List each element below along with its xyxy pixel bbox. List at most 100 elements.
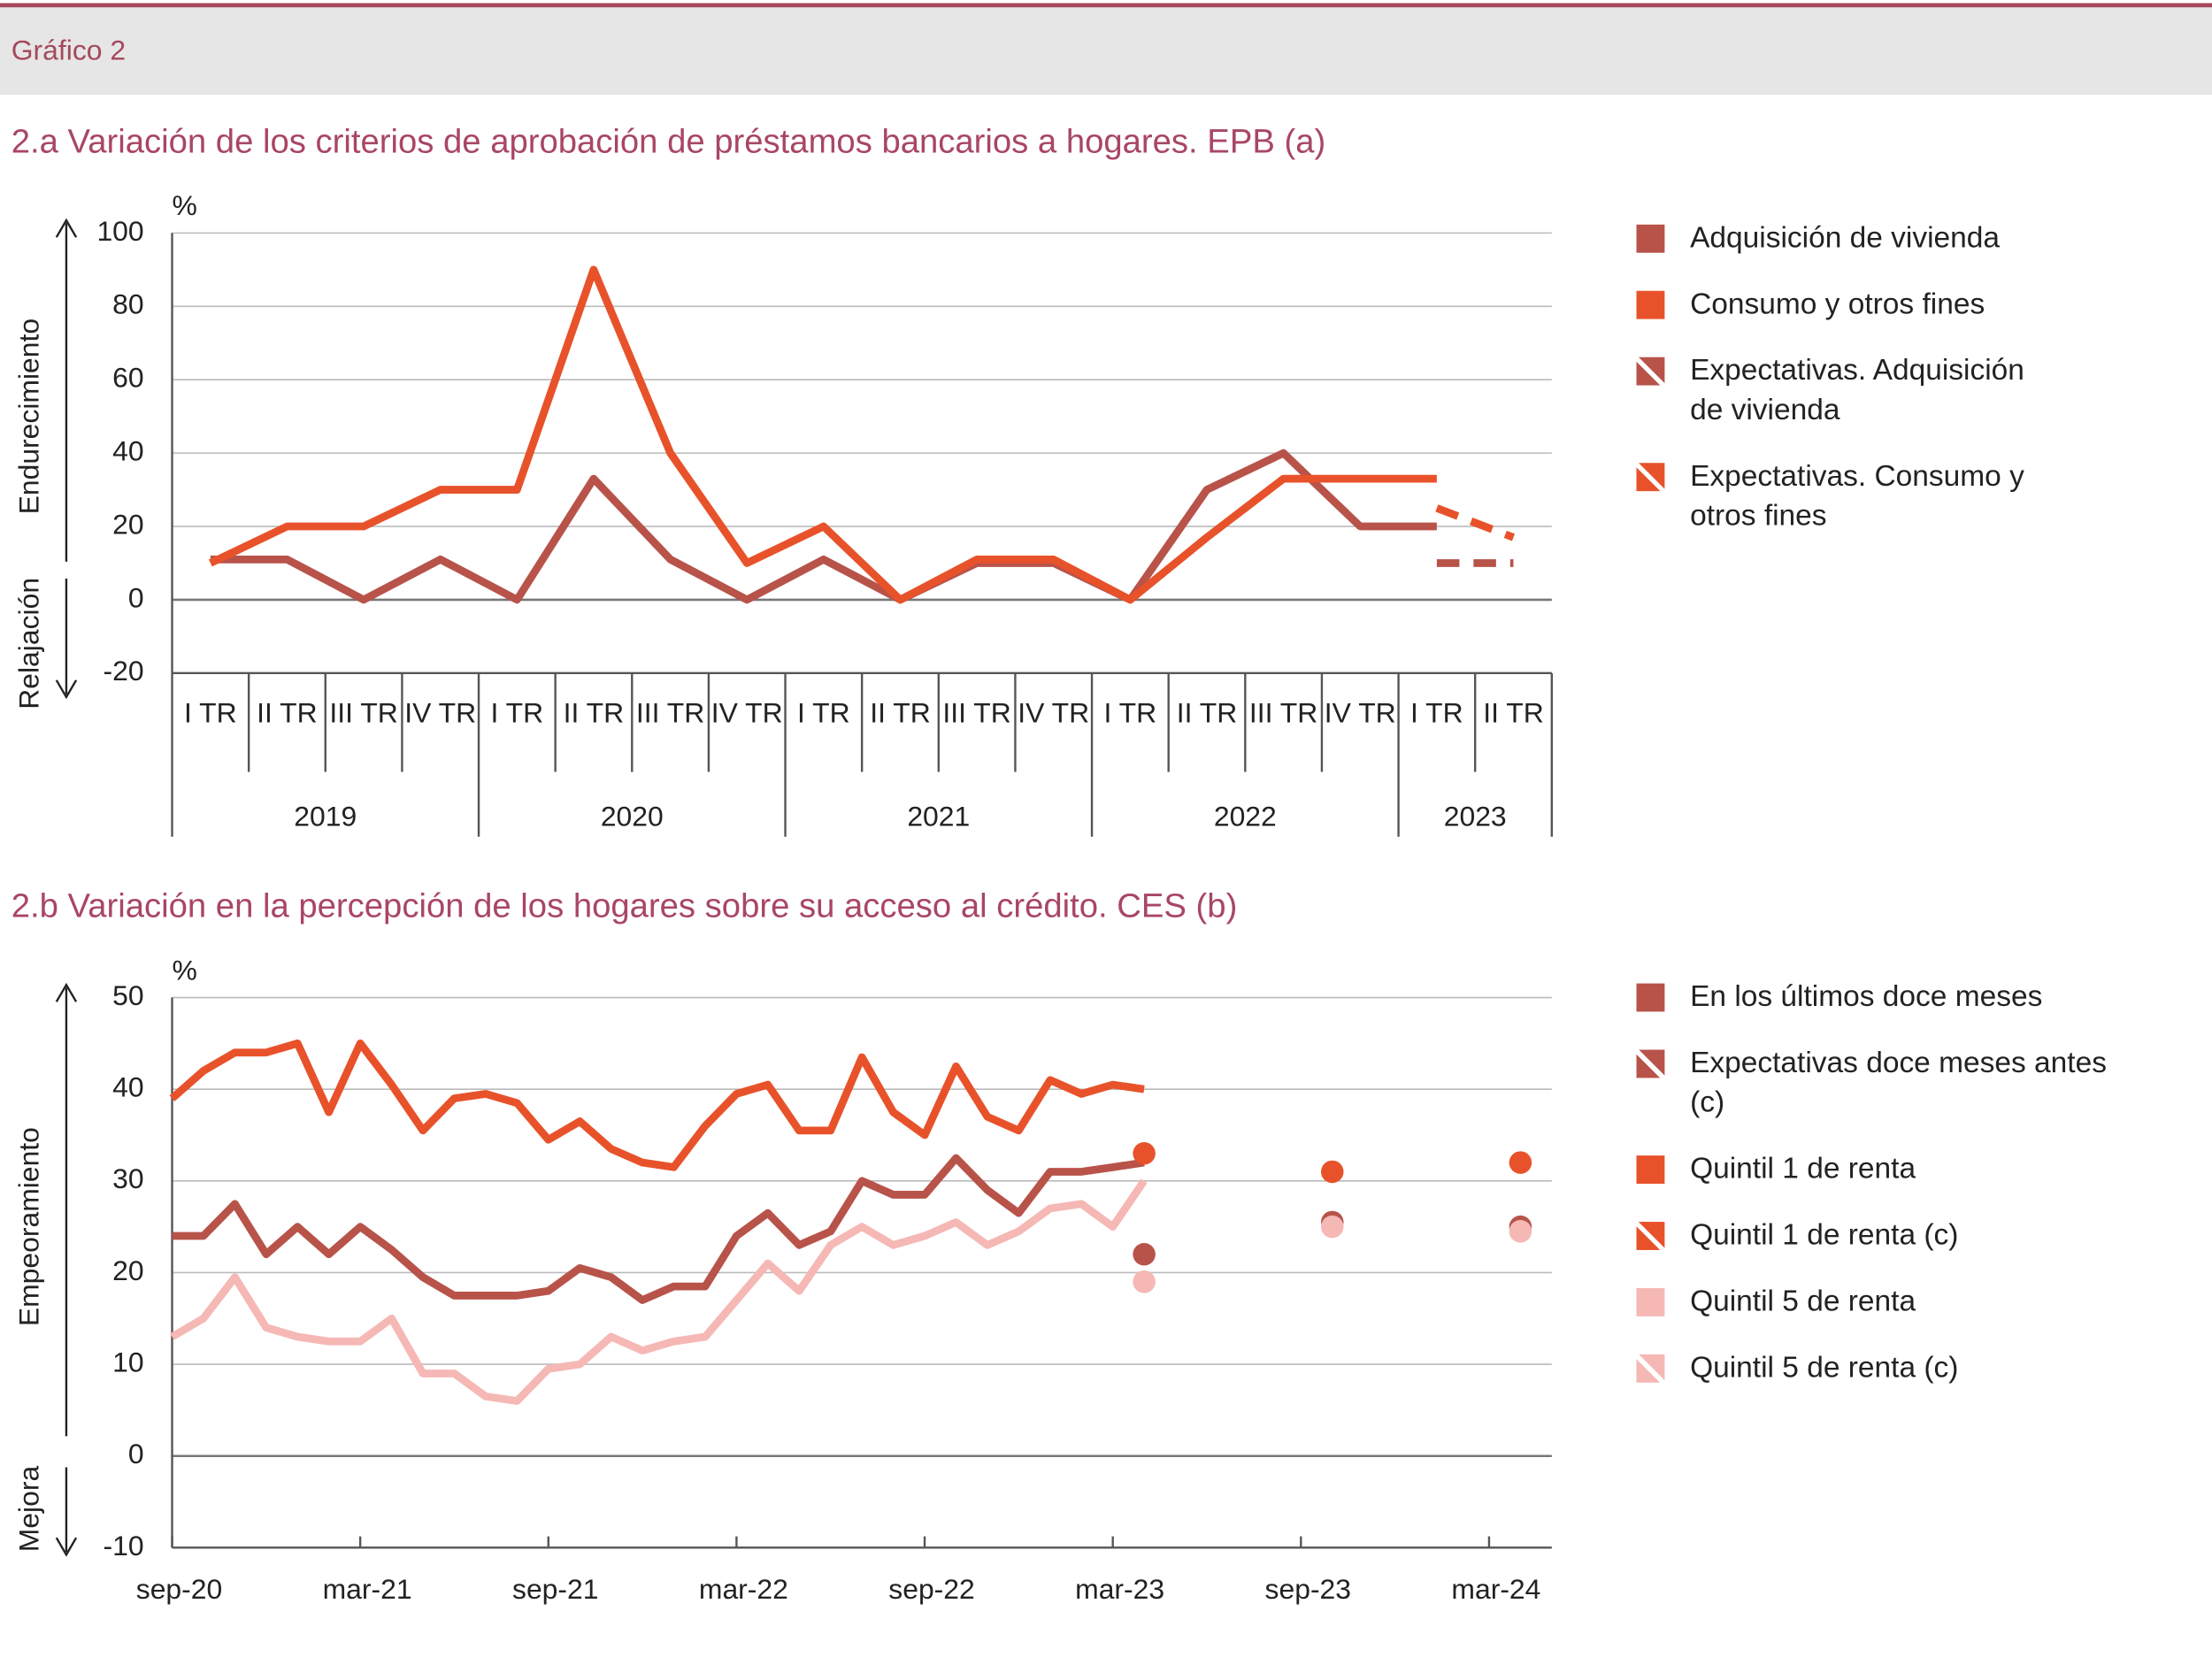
x-tick-label-box: II TR bbox=[563, 698, 625, 730]
legend-item: Adquisición de vivienda bbox=[1633, 219, 2035, 258]
y-tick-label: 10 bbox=[112, 1347, 143, 1378]
legend-box: Adquisición de vivienda Consumo y otros f… bbox=[1633, 219, 2035, 536]
x-tick-label-box: I TR bbox=[797, 699, 850, 730]
series-line bbox=[208, 265, 1437, 604]
x-tick-label: I TR bbox=[1410, 698, 1463, 730]
legend-item: Expectativas. Adquisición de vivienda bbox=[1633, 351, 2035, 430]
legend-marker bbox=[1636, 1222, 1665, 1250]
legend: En los últimos doce meses Expectativas do… bbox=[1633, 978, 2141, 1388]
y-tick-label: 80 bbox=[112, 288, 143, 320]
x-tick-label-box: II TR bbox=[1483, 698, 1544, 730]
legend-marker bbox=[1636, 290, 1665, 319]
x-tick-label: III TR bbox=[942, 698, 1011, 730]
legend-box: En los últimos doce meses Expectativas do… bbox=[1633, 978, 2141, 1388]
x-tick-label: II TR bbox=[1176, 698, 1238, 730]
legend-marker bbox=[1636, 1287, 1665, 1316]
legend-label: Quintil 1 de renta (c) bbox=[1690, 1218, 1959, 1252]
legend-marker bbox=[1636, 983, 1665, 1012]
chart-title: 2.b Variación en la percepción de los ho… bbox=[12, 887, 1238, 925]
y-axis-label: Relajación bbox=[12, 578, 44, 710]
x-tick-label: mar-24 bbox=[1451, 1573, 1540, 1605]
x-group-label: 2020 bbox=[601, 800, 664, 832]
x-tick-label: I TR bbox=[490, 698, 544, 730]
legend-label: Expectativas. Consumo y otros fines bbox=[1690, 460, 2024, 533]
x-tick-label-box: IV TR bbox=[1324, 698, 1396, 730]
y-tick-label: 40 bbox=[112, 435, 143, 467]
x-tick-label: II TR bbox=[257, 698, 318, 730]
x-tick-label: IV TR bbox=[1324, 698, 1396, 730]
y-tick-label: 100 bbox=[96, 215, 143, 247]
x-tick-label-box: I TR bbox=[183, 698, 237, 730]
legend-label: Consumo y otros fines bbox=[1690, 288, 1985, 321]
y-axis-label: Empeoramiento bbox=[12, 1127, 44, 1326]
series-line bbox=[210, 449, 1437, 604]
legend-label: Expectativas doce meses antes (c) bbox=[1690, 1047, 2107, 1119]
legend-marker bbox=[1636, 1354, 1665, 1383]
y-unit: % bbox=[173, 954, 197, 986]
x-tick-label: mar-22 bbox=[699, 1573, 788, 1605]
legend-item: Quintil 1 de renta bbox=[1633, 1150, 2141, 1190]
x-tick-label: III TR bbox=[1248, 698, 1318, 730]
x-group-label: 2022 bbox=[1214, 800, 1277, 832]
y-axis-label: Endurecimiento bbox=[12, 318, 44, 514]
point bbox=[1133, 1270, 1156, 1293]
x-tick-label: II TR bbox=[1483, 698, 1544, 730]
point bbox=[1133, 1141, 1156, 1165]
legend-item: En los últimos doce meses bbox=[1633, 978, 2141, 1017]
series-line bbox=[170, 1178, 1148, 1405]
x-tick-label-box: I TR bbox=[490, 698, 544, 730]
header-title: Gráfico 2 bbox=[12, 35, 126, 66]
x-tick-label: sep-21 bbox=[512, 1573, 598, 1605]
x-group-label: 2021 bbox=[907, 800, 970, 832]
y-unit: % bbox=[173, 189, 197, 221]
x-tick-label: I TR bbox=[1103, 698, 1157, 730]
y-tick-label: 20 bbox=[112, 508, 143, 540]
x-tick-label-box: II TR bbox=[1176, 698, 1238, 730]
x-tick-label: mar-21 bbox=[323, 1573, 412, 1605]
legend-item: Quintil 5 de renta (c) bbox=[1633, 1349, 2141, 1389]
x-tick-label: II TR bbox=[870, 698, 931, 730]
x-tick-label: sep-22 bbox=[888, 1573, 974, 1605]
legend-label: En los últimos doce meses bbox=[1690, 980, 2043, 1014]
point bbox=[1509, 1220, 1532, 1243]
legend-label: Adquisición de vivienda bbox=[1690, 221, 2001, 255]
y-tick-label: -20 bbox=[104, 655, 144, 687]
legend-label: Quintil 1 de renta bbox=[1690, 1152, 1916, 1185]
header-band bbox=[0, 7, 2212, 96]
point bbox=[1320, 1160, 1344, 1184]
y-tick-label: 50 bbox=[112, 979, 143, 1011]
x-tick-label-box: I TR bbox=[1410, 698, 1463, 730]
x-tick-label-box: IV TR bbox=[711, 699, 783, 730]
point bbox=[1320, 1215, 1344, 1239]
x-tick-label-box: I TR bbox=[1103, 698, 1157, 730]
y-tick-label: 30 bbox=[112, 1162, 143, 1194]
legend: Adquisición de vivienda Consumo y otros f… bbox=[1633, 219, 2035, 536]
legend-marker bbox=[1636, 463, 1665, 492]
legend-label: Expectativas. Adquisición de vivienda bbox=[1690, 354, 2024, 426]
y-arrows bbox=[55, 218, 78, 1557]
x-tick-label: III TR bbox=[635, 698, 705, 730]
x-tick-label-box: III TR bbox=[942, 698, 1011, 730]
x-tick-label: I TR bbox=[183, 698, 237, 730]
y-tick-label: 0 bbox=[128, 581, 144, 613]
point bbox=[1133, 1242, 1156, 1266]
y-tick-label: 60 bbox=[112, 362, 143, 394]
legend-marker bbox=[1636, 1155, 1665, 1185]
x-tick-label: IV TR bbox=[1018, 698, 1090, 730]
y-axis-label: Mejora bbox=[12, 1466, 44, 1553]
y-tick-label: -10 bbox=[104, 1530, 144, 1561]
series-line bbox=[169, 1039, 1145, 1171]
x-tick-label-box: III TR bbox=[1248, 698, 1318, 730]
x-tick-label: sep-20 bbox=[136, 1573, 222, 1605]
legend-label: Quintil 5 de renta (c) bbox=[1690, 1351, 1959, 1385]
legend-item: Expectativas. Consumo y otros fines bbox=[1633, 457, 2035, 536]
series-line bbox=[172, 1154, 1145, 1304]
x-tick-label: IV TR bbox=[404, 698, 477, 730]
header-rule bbox=[0, 3, 2212, 8]
legend-item: Quintil 1 de renta (c) bbox=[1633, 1216, 2141, 1256]
legend-item: Consumo y otros fines bbox=[1633, 285, 2035, 325]
x-group-label: 2019 bbox=[294, 800, 357, 832]
x-group-label: 2023 bbox=[1444, 800, 1507, 832]
series-line bbox=[1435, 504, 1516, 541]
x-tick-label: II TR bbox=[563, 698, 625, 730]
